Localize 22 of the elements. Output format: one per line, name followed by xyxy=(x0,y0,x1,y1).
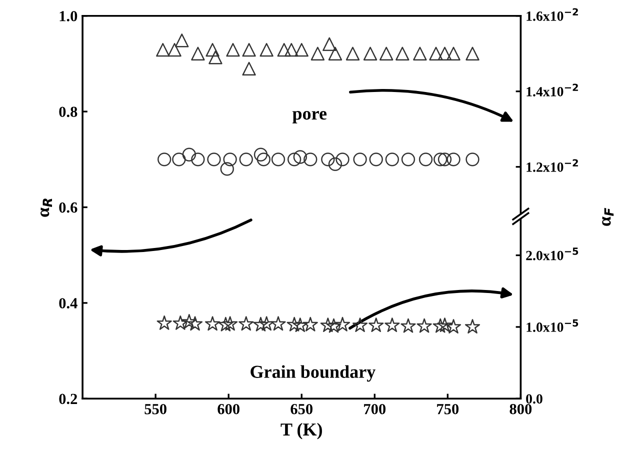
y3-tick-label: 2.0x10$^{−5}$ xyxy=(526,248,578,260)
y2-tick-label: 1.6x10$^{−2}$ xyxy=(526,8,578,21)
y-tick-label: 0.6 xyxy=(59,202,78,213)
y3-tick-label: 1.0x10$^{−5}$ xyxy=(526,319,578,332)
x-tick-label: 700 xyxy=(364,404,386,414)
x-tick-label: 800 xyxy=(510,404,532,414)
y-axis-title: α$_{R}$ xyxy=(40,198,52,217)
y2-axis-title: α$_{F}$ xyxy=(602,208,614,226)
y2-tick-label: 1.2x10$^{−2}$ xyxy=(526,159,578,172)
y3-tick-label: 0.0 xyxy=(526,394,542,404)
x-tick-label: 550 xyxy=(144,404,166,414)
y-tick-label: 0.4 xyxy=(59,298,78,308)
y-tick-label: 1.0 xyxy=(60,10,78,22)
y-tick-label: 0.8 xyxy=(59,106,78,118)
y-tick-label: 0.2 xyxy=(59,394,78,404)
x-axis-title: T (K) xyxy=(280,422,322,440)
x-tick-label: 650 xyxy=(290,404,312,414)
text: pore xyxy=(292,110,327,124)
y2-tick-label: 1.4x10$^{−2}$ xyxy=(526,84,578,96)
x-tick-label: 600 xyxy=(218,404,240,414)
x-tick-label: 750 xyxy=(437,404,459,414)
series-label: Grain boundary xyxy=(250,365,376,382)
